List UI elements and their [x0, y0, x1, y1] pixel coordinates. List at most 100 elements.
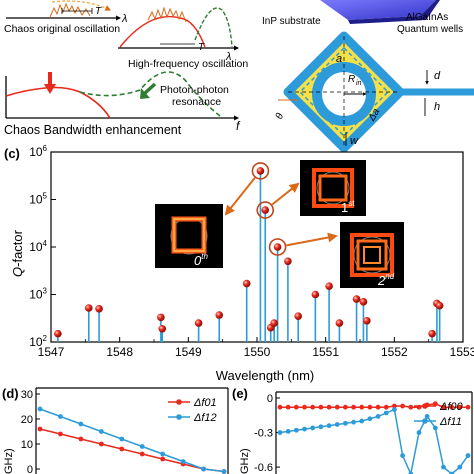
y-tick-label: -0.6: [254, 462, 273, 474]
series-marker: [160, 451, 166, 457]
series-marker: [180, 459, 186, 464]
q-point: [352, 295, 361, 303]
panel-c-points: [54, 167, 444, 338]
resonance-label: resonance: [172, 96, 221, 108]
series-marker: [119, 436, 125, 442]
series-marker: [78, 421, 84, 427]
bandwidth-enhancement-title: Chaos Bandwidth enhancement: [4, 123, 182, 137]
series-marker: [342, 420, 348, 426]
x-tick-label: 1548: [106, 345, 133, 359]
q-point: [359, 298, 368, 306]
param-w: w: [350, 135, 359, 147]
x-tick-label: 1551: [312, 345, 339, 359]
q-point: [242, 279, 251, 288]
series-marker: [310, 404, 316, 410]
q-point: [215, 311, 224, 319]
series-marker: [334, 404, 340, 410]
panel-d-plot: 30 20 10 0 Δf01 Δf12: [21, 387, 229, 474]
series-marker: [342, 404, 348, 410]
x-tick-label: 1549: [175, 345, 202, 359]
series-marker: [302, 426, 307, 432]
series-marker: [277, 430, 283, 435]
panel-d: (d) GHz) 30 20 10 0 Δf01 Δf12: [2, 386, 229, 474]
series-marker: [37, 406, 43, 412]
device-schematic: InP substrate AlGaInAs Quantum wells a R…: [262, 0, 474, 153]
panel-d-label: (d): [2, 386, 19, 401]
series-marker: [326, 423, 332, 429]
mode-callout-arrow: [286, 232, 338, 247]
series-marker: [457, 464, 463, 470]
series-marker: [334, 422, 340, 427]
series-marker: [37, 426, 43, 432]
series-marker: [310, 425, 316, 431]
mode-highlight-circle: [268, 238, 287, 256]
mode-highlight-circle: [256, 201, 275, 219]
series-marker: [400, 403, 406, 409]
q-point: [428, 329, 436, 338]
caption-chaos-original: Chaos original oscillation: [4, 23, 120, 35]
series-line: [39, 428, 225, 473]
sketch-bandwidth-enhancement: f Photon-photon resonance Chaos Bandwidt…: [4, 71, 241, 137]
mode-inset-0th: 0th: [155, 204, 223, 268]
series-marker: [441, 464, 446, 470]
series-marker: [293, 427, 299, 433]
x-tick-label: 1553: [450, 345, 474, 359]
series-marker: [367, 416, 373, 422]
series-marker: [302, 404, 307, 410]
series-marker: [383, 404, 389, 410]
series-marker: [383, 410, 389, 416]
device-cube: [320, 0, 436, 20]
y-tick-label: 10: [21, 439, 33, 451]
frequency-symbol: f: [236, 119, 241, 133]
q-point: [270, 319, 278, 327]
series-marker: [58, 431, 63, 437]
sketch-original-oscillation: λ T Chaos original oscillation: [4, 2, 127, 35]
series-marker: [351, 404, 356, 410]
y-tick-label: 0: [27, 464, 33, 474]
panel-e-ylabel: GHz): [239, 448, 251, 474]
panel-e-label: (e): [232, 386, 248, 401]
q-point: [261, 206, 270, 214]
y-tick-label: 102: [29, 334, 47, 349]
inset-label-2nd: 2nd: [377, 272, 395, 288]
series-marker: [457, 404, 463, 410]
series-marker: [78, 436, 84, 442]
qw-label-1: AlGaInAs: [406, 12, 448, 23]
series-marker: [465, 404, 471, 410]
series-marker: [58, 414, 63, 419]
y-tick-label: 106: [29, 144, 47, 159]
qw-label-2: Quantum wells: [397, 24, 463, 35]
series-marker: [277, 404, 283, 410]
q-point: [311, 290, 320, 299]
x-tick-label: 1550: [244, 345, 271, 359]
series-marker: [441, 404, 446, 410]
y-tick-label: 20: [21, 414, 33, 426]
lambda-symbol: λ: [121, 13, 127, 25]
series-marker: [98, 441, 104, 447]
legend-label: Δf00: [439, 401, 464, 413]
panel-c-ylabel: Q-factor: [10, 229, 25, 277]
q-point: [54, 329, 62, 338]
series-marker: [408, 404, 414, 410]
series-marker: [359, 404, 365, 410]
period-label-2: T: [198, 42, 205, 53]
series-marker: [139, 451, 145, 457]
q-point: [273, 243, 282, 251]
panel-d-ylabel: GHz): [3, 448, 15, 474]
series-marker: [392, 407, 397, 412]
series-marker: [139, 444, 145, 449]
q-point: [284, 257, 292, 266]
period-label: T: [95, 6, 102, 17]
series-marker: [408, 471, 414, 474]
q-point: [95, 304, 103, 313]
param-h: h: [434, 101, 440, 113]
param-d: d: [434, 70, 441, 82]
y-tick-label: 30: [21, 389, 33, 401]
panel-c-ticks: 1547 1548 1549 1550 1551 1552 1553 102 103 104 105…: [29, 144, 474, 359]
legend-marker: [176, 414, 182, 420]
param-theta: θ: [274, 111, 286, 120]
series-marker: [359, 418, 365, 424]
series-marker: [424, 414, 430, 419]
legend-label: Δf12: [193, 412, 217, 424]
series-marker: [416, 430, 422, 435]
